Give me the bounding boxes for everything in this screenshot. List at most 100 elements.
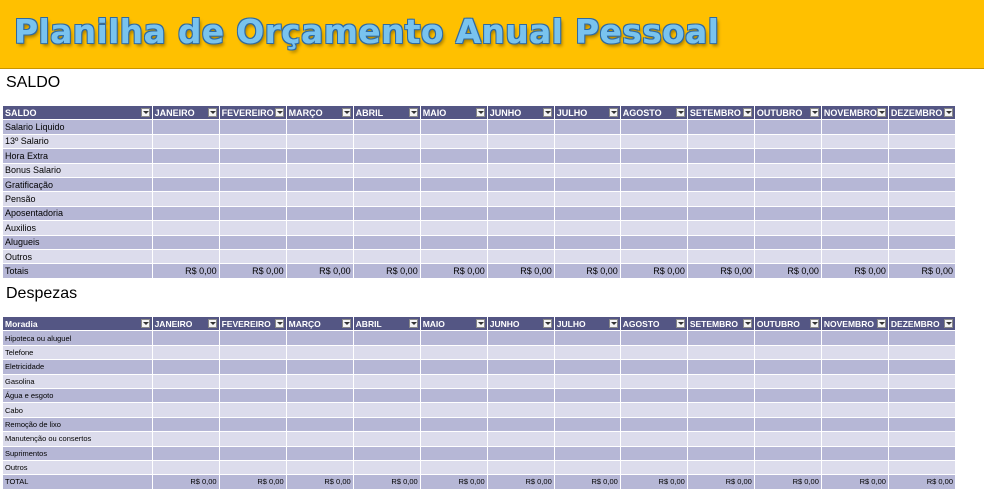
cell[interactable] [821, 220, 889, 236]
filter-dropdown-icon[interactable] [944, 319, 953, 328]
cell[interactable] [353, 206, 421, 222]
cell[interactable] [420, 220, 488, 236]
cell[interactable] [152, 206, 220, 222]
cell[interactable] [219, 148, 287, 164]
cell[interactable] [286, 431, 354, 447]
cell[interactable] [554, 345, 621, 361]
row-label[interactable]: 13º Salario [3, 134, 153, 150]
filter-dropdown-icon[interactable] [274, 108, 284, 117]
cell[interactable] [620, 134, 688, 150]
cell[interactable] [554, 134, 621, 150]
row-label[interactable]: Água e esgoto [3, 388, 153, 404]
cell[interactable] [888, 163, 957, 178]
cell[interactable] [754, 220, 822, 236]
cell[interactable] [219, 191, 287, 207]
cell[interactable] [620, 359, 688, 375]
cell[interactable] [620, 460, 688, 476]
cell[interactable] [687, 460, 755, 476]
cell[interactable] [754, 345, 822, 361]
cell[interactable] [687, 119, 755, 135]
cell[interactable] [687, 431, 755, 447]
cell[interactable] [821, 206, 889, 222]
cell[interactable] [687, 249, 755, 265]
cell[interactable] [821, 235, 889, 250]
cell[interactable] [353, 359, 421, 375]
totals-label[interactable]: Totais [3, 263, 153, 279]
cell[interactable] [554, 431, 621, 447]
cell[interactable] [487, 235, 555, 250]
cell[interactable] [821, 374, 889, 389]
row-label[interactable]: Telefone [3, 345, 153, 361]
cell[interactable] [687, 402, 755, 418]
cell[interactable] [420, 345, 488, 361]
cell[interactable] [286, 206, 354, 222]
filter-dropdown-icon[interactable] [809, 319, 819, 328]
cell[interactable] [353, 402, 421, 418]
cell[interactable] [888, 249, 957, 265]
cell[interactable] [219, 206, 287, 222]
total-cell[interactable]: R$ 0,00 [487, 263, 555, 279]
cell[interactable] [554, 177, 621, 193]
cell[interactable] [888, 330, 957, 346]
cell[interactable] [554, 417, 621, 433]
cell[interactable] [353, 460, 421, 476]
cell[interactable] [888, 191, 957, 207]
cell[interactable] [888, 134, 957, 150]
cell[interactable] [754, 330, 822, 346]
cell[interactable] [821, 359, 889, 375]
row-label[interactable]: Pensão [3, 191, 153, 207]
cell[interactable] [152, 345, 220, 361]
cell[interactable] [219, 163, 287, 178]
cell[interactable] [420, 119, 488, 135]
cell[interactable] [353, 177, 421, 193]
total-cell[interactable]: R$ 0,00 [888, 263, 957, 279]
cell[interactable] [420, 374, 488, 389]
cell[interactable] [487, 460, 555, 476]
cell[interactable] [554, 119, 621, 135]
cell[interactable] [888, 177, 957, 193]
totals-label[interactable]: TOTAL [3, 474, 153, 490]
cell[interactable] [554, 388, 621, 404]
cell[interactable] [821, 191, 889, 207]
cell[interactable] [620, 388, 688, 404]
cell[interactable] [754, 119, 822, 135]
cell[interactable] [821, 417, 889, 433]
total-cell[interactable]: R$ 0,00 [821, 474, 889, 490]
row-label[interactable]: Gratificação [3, 177, 153, 193]
cell[interactable] [687, 388, 755, 404]
cell[interactable] [420, 402, 488, 418]
cell[interactable] [219, 235, 287, 250]
cell[interactable] [420, 249, 488, 265]
cell[interactable] [152, 431, 220, 447]
cell[interactable] [152, 163, 220, 178]
cell[interactable] [687, 177, 755, 193]
cell[interactable] [888, 235, 957, 250]
cell[interactable] [152, 134, 220, 150]
total-cell[interactable]: R$ 0,00 [821, 263, 889, 279]
total-cell[interactable]: R$ 0,00 [152, 263, 220, 279]
cell[interactable] [353, 446, 421, 461]
cell[interactable] [554, 446, 621, 461]
cell[interactable] [353, 163, 421, 178]
cell[interactable] [420, 134, 488, 150]
cell[interactable] [754, 402, 822, 418]
cell[interactable] [687, 345, 755, 361]
cell[interactable] [152, 235, 220, 250]
cell[interactable] [420, 330, 488, 346]
filter-dropdown-icon[interactable] [207, 108, 217, 117]
cell[interactable] [487, 359, 555, 375]
cell[interactable] [888, 388, 957, 404]
filter-dropdown-icon[interactable] [742, 108, 752, 117]
cell[interactable] [687, 134, 755, 150]
total-cell[interactable]: R$ 0,00 [286, 474, 354, 490]
cell[interactable] [754, 206, 822, 222]
cell[interactable] [554, 191, 621, 207]
cell[interactable] [286, 148, 354, 164]
cell[interactable] [152, 374, 220, 389]
cell[interactable] [888, 206, 957, 222]
cell[interactable] [219, 134, 287, 150]
cell[interactable] [754, 460, 822, 476]
cell[interactable] [620, 148, 688, 164]
cell[interactable] [620, 235, 688, 250]
cell[interactable] [554, 460, 621, 476]
